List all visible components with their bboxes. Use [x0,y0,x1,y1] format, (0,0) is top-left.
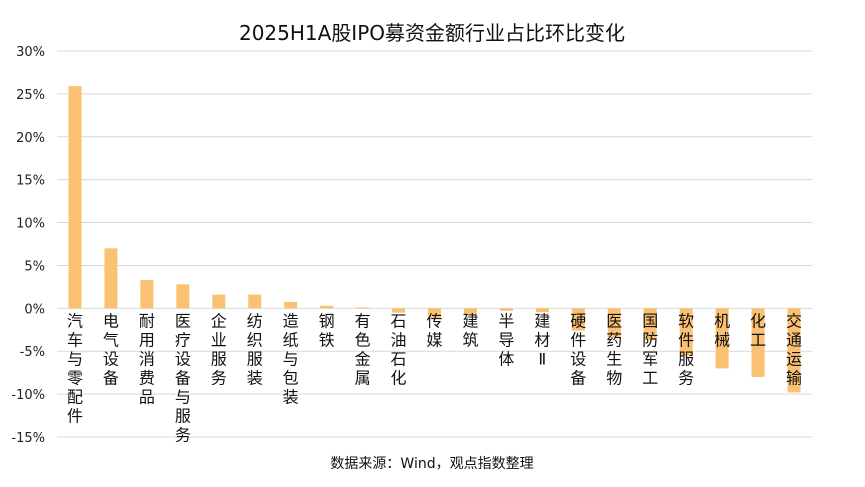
y-tick-label: 20% [16,131,45,146]
bar [320,305,334,309]
bar [140,280,154,309]
x-tick-label: 半导体 [498,311,514,368]
bar [284,301,298,309]
bar [392,308,406,313]
x-tick-label: 医药生物 [606,311,622,387]
bar [104,248,118,309]
source-note: 数据来源：Wind，观点指数整理 [330,456,533,472]
y-tick-label: -10% [11,388,45,403]
x-tick-label: 造纸与包装 [283,311,299,406]
x-tick-label: 传媒 [426,311,442,349]
x-tick-label: 石油石化 [391,311,407,387]
bar [787,308,801,393]
x-tick-label: 软件服务 [678,311,694,387]
bar [68,86,82,309]
y-tick-label: 15% [16,174,45,189]
chart-title: 2025H1A股IPO募资金额行业占比环比变化 [239,21,625,45]
x-tick-label: 耐用消费品 [139,311,155,406]
bar [176,284,190,309]
bar [571,308,585,331]
bar [356,307,370,309]
y-tick-label: -15% [11,431,45,446]
bar [463,308,477,316]
x-tick-label: 建材 Ⅱ [534,311,550,368]
y-tick-label: -5% [20,345,45,360]
bar [499,308,513,311]
bar [535,308,549,313]
x-tick-label: 钢铁 [319,311,335,349]
x-tick-label: 建筑 [462,311,478,349]
bar [212,294,226,309]
bar [428,308,441,318]
x-tick-label: 纺织服装 [247,311,263,387]
bar [715,308,729,369]
x-tick-label: 硬件设备 [570,311,586,387]
y-tick-label: 0% [24,302,45,317]
y-tick-label: 5% [24,259,45,274]
x-tick-label: 汽车与零配件 [67,311,83,425]
x-tick-label: 机械 [714,311,730,349]
bar [643,308,657,341]
x-tick-label: 交通运输 [786,311,802,387]
bar [751,308,765,377]
bar [679,308,693,356]
y-tick-label: 25% [16,88,45,103]
bar [248,294,262,309]
y-tick-label: 30% [16,45,45,60]
x-tick-label: 电气设备 [103,311,119,387]
x-tick-label: 医疗设备与服务 [175,311,191,444]
x-tick-label: 国防军工 [642,311,658,387]
x-tick-label: 化工 [750,311,766,349]
bar [607,308,621,338]
x-tick-label: 有色金属 [355,311,371,387]
y-tick-label: 10% [16,217,45,232]
x-tick-label: 企业服务 [211,311,227,387]
